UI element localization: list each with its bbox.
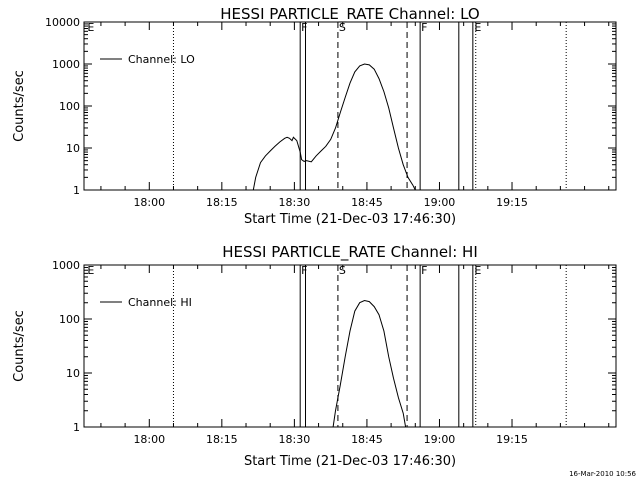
panel-1-x-tick-label: 18:45 — [351, 196, 383, 209]
panel-2-y-tick-label: 10 — [66, 367, 80, 380]
panel-2-event-marker: F — [301, 264, 307, 277]
panel-2-x-tick-label: 18:00 — [133, 433, 165, 446]
panel-1-y-tick-label: 100 — [59, 100, 80, 113]
panel-1-x-tick-label: 18:30 — [279, 196, 311, 209]
panel-1-event-marker: S — [339, 21, 346, 34]
panel-1-y-tick-label: 10 — [66, 142, 80, 155]
panel-2-y-axis-label: Counts/sec — [12, 310, 27, 382]
panel-1-event-marker: E — [87, 21, 94, 34]
panel-1-title: HESSI PARTICLE_RATE Channel: LO — [220, 5, 479, 24]
panel-2-event-marker: E — [87, 264, 94, 277]
panel-1-legend-label: Channel: LO — [128, 53, 195, 66]
panel-1-y-tick-label: 1000 — [52, 58, 80, 71]
panel-1-x-tick-label: 19:15 — [496, 196, 528, 209]
panel-1-x-axis-label: Start Time (21-Dec-03 17:46:30) — [244, 212, 456, 227]
panel-2-event-marker: F — [421, 264, 427, 277]
panel-2-x-tick-label: 19:00 — [424, 433, 456, 446]
panel-1-y-tick-label: 10000 — [45, 16, 80, 29]
panel-2-series-line — [332, 299, 407, 428]
panel-2-x-tick-label: 18:15 — [206, 433, 238, 446]
panel-1-series-line — [252, 63, 416, 191]
panel-1-y-tick-label: 1 — [73, 184, 80, 197]
panel-2-event-marker: E — [474, 264, 481, 277]
panel-2-axes-frame — [83, 264, 617, 428]
panel-1-x-tick-label: 19:00 — [424, 196, 456, 209]
panel-1-event-marker: F — [421, 21, 427, 34]
panel-2-title: HESSI PARTICLE_RATE Channel: HI — [222, 243, 478, 262]
panel-2-x-axis-label: Start Time (21-Dec-03 17:46:30) — [244, 454, 456, 469]
panel-1-x-tick-label: 18:00 — [133, 196, 165, 209]
panel-2-x-tick-label: 18:45 — [351, 433, 383, 446]
panel-1-x-tick-label: 18:15 — [206, 196, 238, 209]
panel-1-y-axis-label: Counts/sec — [12, 70, 27, 142]
panel-2-y-tick-label: 1000 — [52, 259, 80, 272]
panel-2-x-tick-label: 18:30 — [279, 433, 311, 446]
panel-1-event-marker: F — [301, 21, 307, 34]
panel-2-legend-label: Channel: HI — [128, 296, 192, 309]
panel-2-x-tick-label: 19:15 — [496, 433, 528, 446]
timestamp-label: 16-Mar-2010 10:56 — [569, 470, 636, 478]
panel-2-y-tick-label: 1 — [73, 421, 80, 434]
panel-2-event-marker: S — [339, 264, 346, 277]
panel-1-event-marker: E — [474, 21, 481, 34]
panel-2-y-tick-label: 100 — [59, 313, 80, 326]
